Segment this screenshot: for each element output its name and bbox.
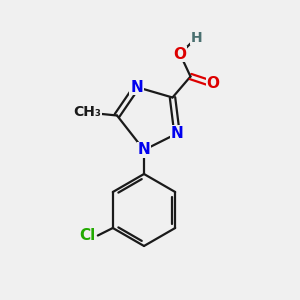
Text: O: O — [206, 76, 220, 92]
Text: N: N — [138, 142, 150, 158]
Text: O: O — [173, 46, 187, 62]
Text: N: N — [171, 126, 183, 141]
Text: N: N — [130, 80, 143, 94]
Text: CH₃: CH₃ — [73, 106, 101, 119]
Text: H: H — [191, 31, 202, 44]
Text: Cl: Cl — [79, 228, 95, 243]
